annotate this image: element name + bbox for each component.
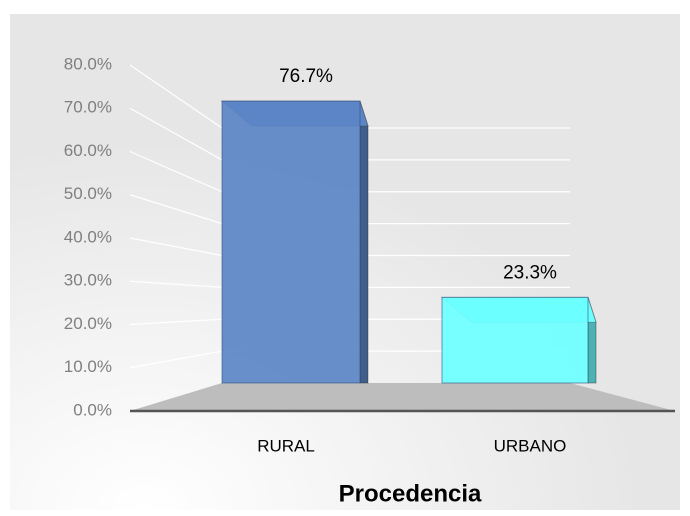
bar	[441, 296, 589, 384]
y-tick-label: 80.0%	[64, 54, 112, 73]
floor	[130, 383, 675, 411]
y-tick-label: 0.0%	[73, 400, 112, 419]
y-tick-label: 50.0%	[64, 184, 112, 203]
y-tick-label: 20.0%	[64, 314, 112, 333]
data-label: 76.7%	[279, 66, 333, 87]
y-tick-label: 30.0%	[64, 271, 112, 290]
y-tick-label: 70.0%	[64, 98, 112, 117]
bar	[221, 100, 361, 384]
x-axis-title: Procedencia	[339, 480, 482, 507]
x-tick-label: URBANO	[494, 436, 567, 455]
y-tick-label: 60.0%	[64, 141, 112, 160]
bar-side	[359, 100, 369, 384]
y-tick-label: 40.0%	[64, 227, 112, 246]
y-tick-label: 10.0%	[64, 357, 112, 376]
x-tick-label: RURAL	[257, 436, 315, 455]
data-label: 23.3%	[503, 262, 557, 283]
